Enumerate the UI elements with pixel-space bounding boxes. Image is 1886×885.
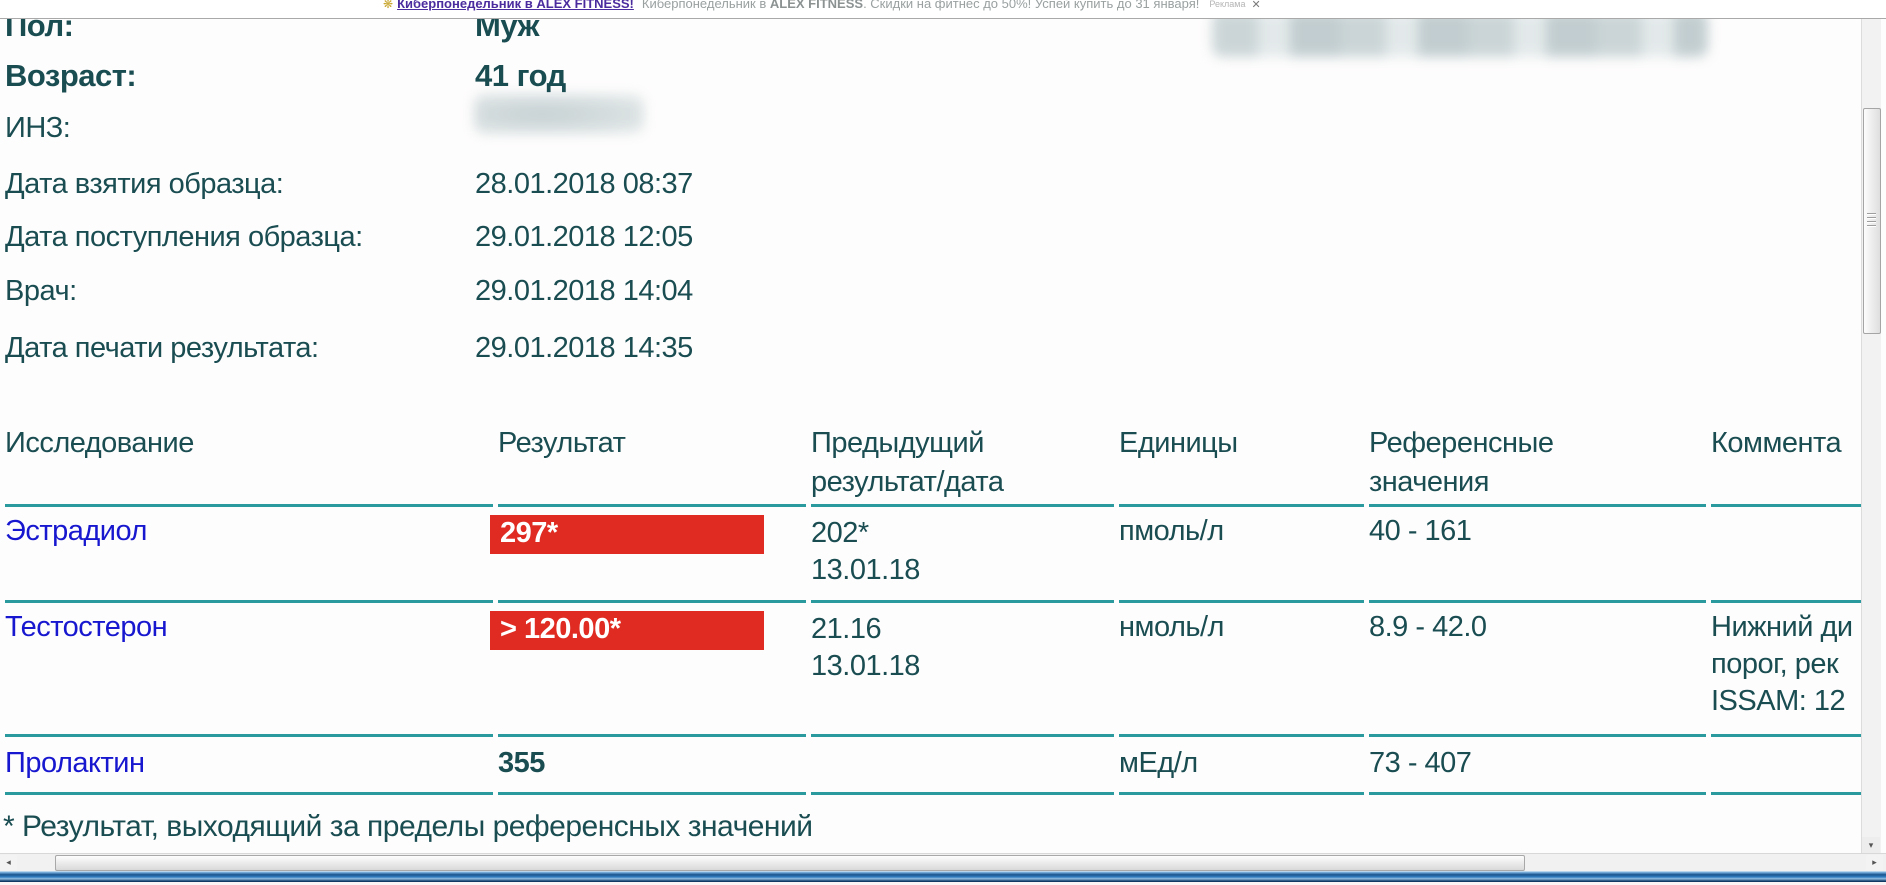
- vertical-scrollbar-thumb[interactable]: [1863, 108, 1881, 334]
- horizontal-scrollbar-thumb[interactable]: [55, 855, 1525, 871]
- info-row-doctor: Врач: 29.01.2018 14:04: [5, 275, 693, 308]
- analyte-link[interactable]: Тестостерон: [5, 611, 168, 643]
- units-value: нмоль/л: [1119, 603, 1364, 737]
- field-label: Дата печати результата:: [5, 332, 319, 364]
- ad-brand: ALEX FITNESS: [769, 0, 864, 11]
- redacted-inz-value: [474, 94, 644, 134]
- result-value: 355: [498, 747, 545, 779]
- comment-text: [1711, 507, 1871, 603]
- previous-result: 21.16 13.01.18: [811, 603, 1114, 737]
- analyte-link[interactable]: Эстрадиол: [5, 515, 147, 547]
- reference-range: 40 - 161: [1369, 507, 1706, 603]
- field-value: 29.01.2018 14:35: [475, 332, 693, 364]
- window-bottom-bar: [0, 871, 1886, 882]
- ad-link[interactable]: Киберпонедельник в ALEX FITNESS!: [397, 0, 634, 11]
- scroll-right-button[interactable]: ▸: [1866, 855, 1883, 870]
- previous-result: 202* 13.01.18: [811, 507, 1114, 603]
- scroll-down-button[interactable]: ▾: [1862, 837, 1880, 853]
- field-label: Дата взятия образца:: [5, 168, 284, 200]
- header-previous: Предыдущий результат/дата: [811, 424, 1114, 507]
- info-row-print-date: Дата печати результата: 29.01.2018 14:35: [5, 332, 693, 365]
- scroll-left-button[interactable]: ◂: [0, 855, 17, 870]
- ad-label: Реклама: [1209, 0, 1246, 9]
- field-value: 28.01.2018 08:37: [475, 168, 693, 200]
- field-label: Врач:: [5, 275, 77, 307]
- bottom-strip: [0, 882, 1886, 885]
- reference-range: 73 - 407: [1369, 737, 1706, 795]
- info-row-inz: ИНЗ:: [5, 112, 475, 145]
- analyte-link[interactable]: Пролактин: [5, 747, 145, 779]
- reference-footnote: * Результат, выходящий за пределы рефере…: [3, 810, 813, 843]
- sparkle-icon: ❋: [383, 0, 394, 11]
- info-row-sample-received: Дата поступления образца: 29.01.2018 12:…: [5, 221, 693, 254]
- header-result: Результат: [498, 424, 806, 507]
- info-row-age: Возраст: 41 год: [5, 58, 566, 94]
- info-row-sample-taken: Дата взятия образца: 28.01.2018 08:37: [5, 168, 693, 201]
- results-table: Исследование Результат Предыдущий резуль…: [5, 424, 1885, 795]
- field-label: Возраст:: [5, 58, 137, 93]
- comment-text: Нижний ди порог, рек ISSAM: 12: [1711, 603, 1871, 737]
- close-icon[interactable]: ✕: [1251, 0, 1261, 11]
- horizontal-scrollbar[interactable]: ◂ ▸: [0, 853, 1886, 871]
- units-value: пмоль/л: [1119, 507, 1364, 603]
- header-units: Единицы: [1119, 424, 1364, 507]
- result-flagged-badge: > 120.00*: [490, 611, 764, 650]
- header-comment: Коммента: [1711, 424, 1871, 507]
- result-flagged-badge: 297*: [490, 515, 764, 554]
- units-value: мЕд/л: [1119, 737, 1364, 795]
- field-value: 41 год: [475, 58, 566, 93]
- reference-range: 8.9 - 42.0: [1369, 603, 1706, 737]
- field-value: 29.01.2018 12:05: [475, 221, 693, 253]
- vertical-scrollbar[interactable]: ▾: [1861, 18, 1881, 853]
- scrollbar-grip-icon: [1867, 213, 1876, 227]
- comment-text: [1711, 737, 1871, 795]
- header-study: Исследование: [5, 424, 493, 507]
- header-reference: Референсные значения: [1369, 424, 1706, 507]
- field-value: 29.01.2018 14:04: [475, 275, 693, 307]
- field-label: Дата поступления образца:: [5, 221, 363, 253]
- previous-result: [811, 737, 1114, 795]
- field-label: ИНЗ:: [5, 112, 71, 144]
- ad-text: Киберпонедельник в ALEX FITNESS. Скидки …: [642, 0, 1199, 11]
- ad-banner: ❋ Киберпонедельник в ALEX FITNESS! Киберпо…: [0, 0, 1886, 19]
